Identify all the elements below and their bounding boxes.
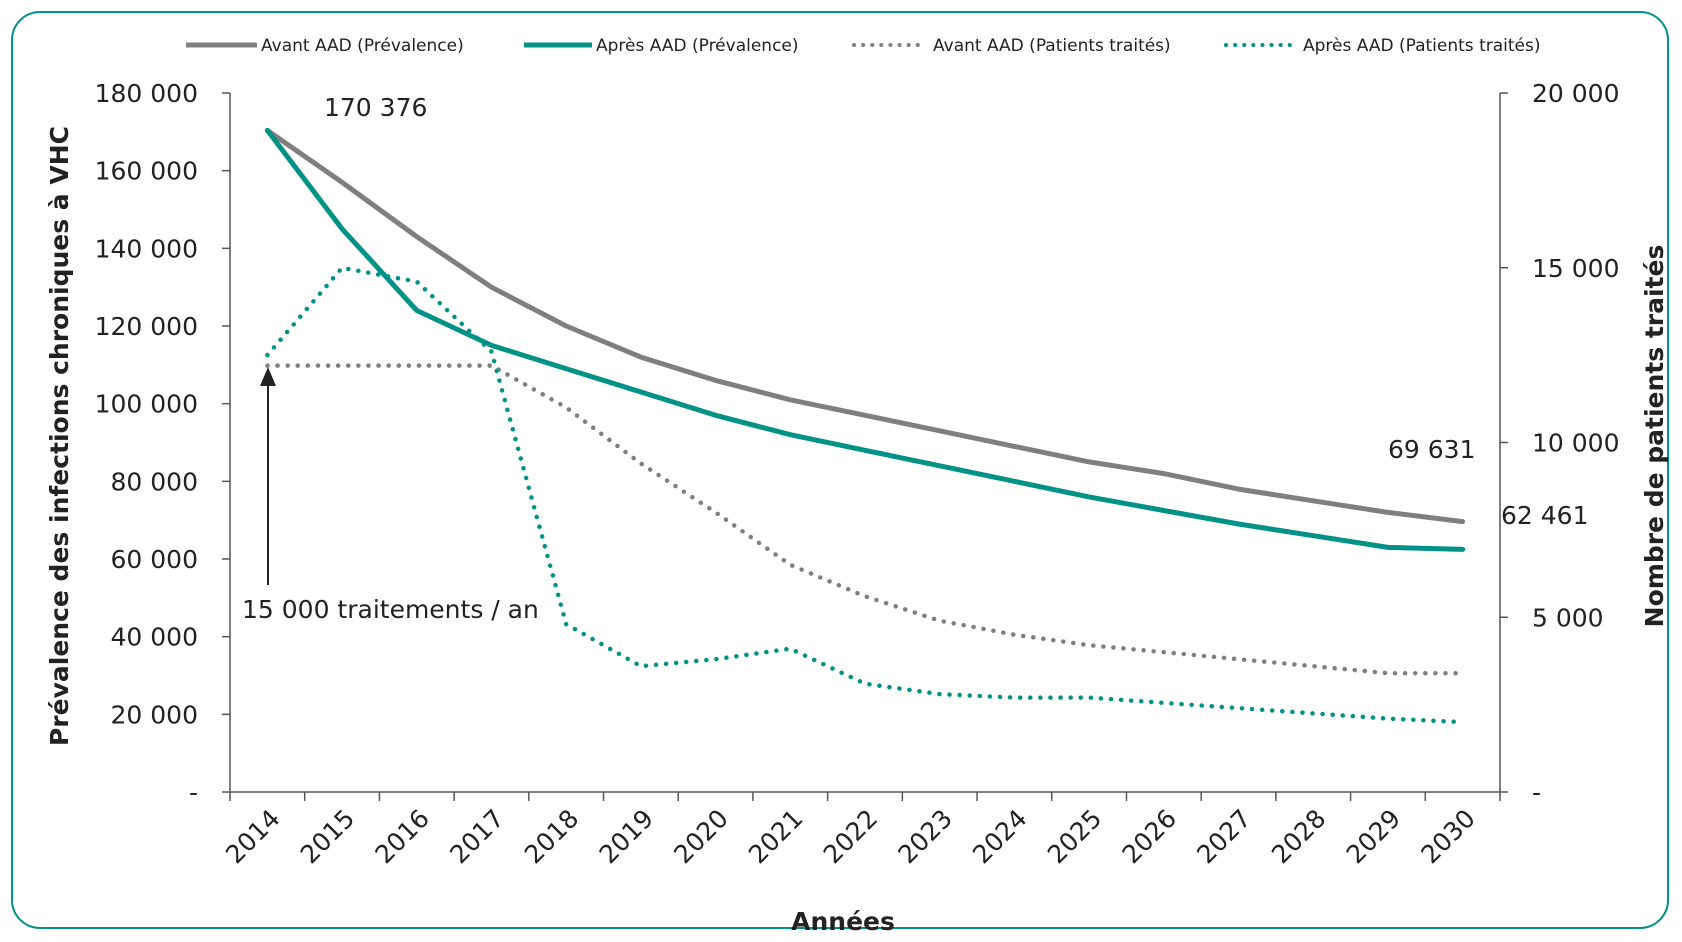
y-tick-label-right: -: [1532, 778, 1541, 807]
annotation-start-value: 170 376: [324, 93, 427, 122]
series-line-2: [264, 127, 1466, 552]
annotation-arrow-head: [260, 367, 276, 386]
annotation-end-value-after: 62 461: [1501, 501, 1588, 530]
legend-label-2: Après AAD (Prévalence): [596, 36, 799, 56]
legend-label-4: Après AAD (Patients traités): [1303, 36, 1540, 56]
y-tick-label-right: 10 000: [1532, 429, 1619, 458]
y-tick-label-left: -: [189, 778, 198, 807]
legend-label-1: Avant AAD (Prévalence): [261, 36, 464, 56]
y-tick-label-right: 15 000: [1532, 254, 1619, 283]
y-tick-label-left: 40 000: [111, 623, 198, 652]
annotation-end-value-before: 69 631: [1388, 435, 1475, 464]
annotation-layer: 170 376 69 631 62 461 15 000 traitements…: [242, 93, 1588, 624]
y-tick-label-left: 100 000: [95, 390, 198, 419]
series-line-1: [264, 127, 1466, 525]
annotation-arrow-note: 15 000 traitements / an: [242, 595, 539, 624]
chart-frame: [11, 11, 1669, 929]
legend-label-3: Avant AAD (Patients traités): [933, 36, 1171, 56]
y-axis-title-left: Prévalence des infections chroniques à V…: [45, 126, 74, 746]
y-tick-label-right: 5 000: [1532, 603, 1604, 632]
series-line-4: [265, 265, 1465, 725]
y-tick-label-left: 140 000: [95, 234, 198, 263]
series-layer: [264, 127, 1466, 725]
y-tick-label-left: 120 000: [95, 312, 198, 341]
y-axis-title-right: Nombre de patients traités: [1640, 245, 1669, 628]
legend: Avant AAD (Prévalence) Après AAD (Prévale…: [186, 36, 1540, 56]
y-tick-label-left: 60 000: [111, 545, 198, 574]
y-tick-label-left: 160 000: [95, 157, 198, 186]
x-axis-title: Années: [791, 907, 895, 936]
y-tick-label-left: 180 000: [95, 79, 198, 108]
series-line-3: [265, 363, 1465, 676]
y-tick-label-left: 20 000: [111, 700, 198, 729]
y-tick-label-right: 20 000: [1532, 79, 1619, 108]
y-tick-label-left: 80 000: [111, 467, 198, 496]
